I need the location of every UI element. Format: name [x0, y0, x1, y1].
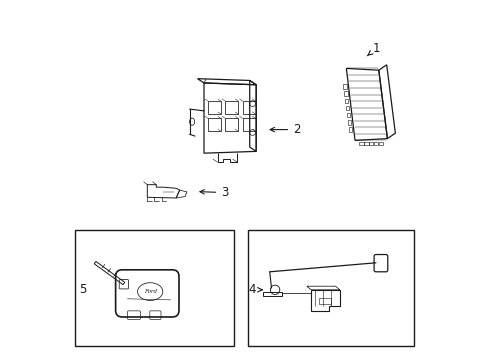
- Text: 4: 4: [247, 283, 262, 296]
- Text: 1: 1: [366, 42, 379, 56]
- Bar: [75, 230, 233, 346]
- Text: 5: 5: [79, 283, 86, 296]
- Bar: [247, 230, 413, 346]
- Text: 2: 2: [269, 123, 300, 136]
- Text: 3: 3: [200, 186, 228, 199]
- Text: Ford: Ford: [143, 289, 156, 294]
